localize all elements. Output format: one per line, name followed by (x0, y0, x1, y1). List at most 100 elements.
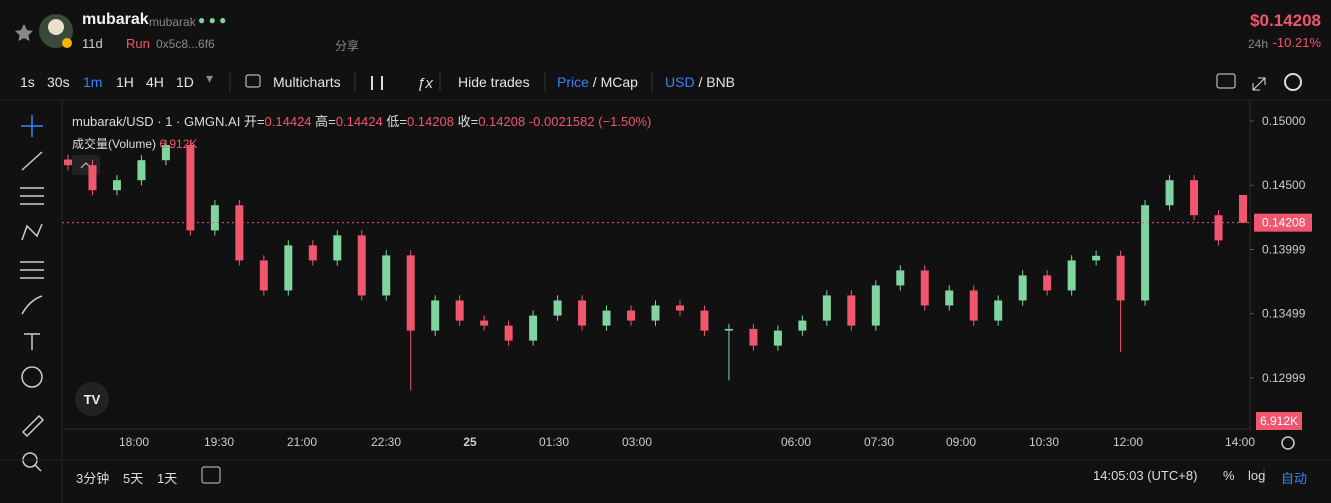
x-tick-label: 14:00 (1225, 435, 1255, 449)
x-tick-label: 18:00 (119, 435, 149, 449)
candle-body (602, 310, 611, 326)
candle-body (798, 320, 807, 331)
candle-body (749, 328, 758, 346)
multicharts[interactable]: Multicharts (273, 74, 341, 90)
candle-body (284, 245, 293, 291)
ohlc-value: 0.14208 (406, 114, 454, 129)
candle-body (994, 300, 1003, 321)
change-abs: -0.0021582 (528, 114, 595, 129)
x-tick-label: 06:00 (781, 435, 811, 449)
ohlc-value: 0.14424 (335, 114, 383, 129)
axis-settings[interactable] (1281, 436, 1295, 450)
interval[interactable]: 4H (146, 74, 164, 90)
channel-tool[interactable] (20, 187, 44, 205)
address[interactable]: 0x5c8...6f6 (156, 37, 215, 51)
candle-body (822, 295, 831, 321)
indicator-icon[interactable]: ƒx (417, 75, 433, 92)
range[interactable]: 3分钟 (76, 471, 110, 486)
date-range-icon[interactable] (201, 466, 221, 484)
interval[interactable]: 1s (20, 74, 35, 90)
pattern-tool[interactable] (21, 223, 43, 241)
candle-body (700, 310, 709, 331)
screenshot-icon[interactable] (1216, 73, 1236, 89)
candle-icon[interactable] (371, 76, 383, 90)
candle-body (847, 295, 856, 326)
ruler-tool[interactable] (21, 414, 45, 438)
text-tool[interactable] (24, 333, 40, 350)
candle-body (210, 205, 219, 231)
range[interactable]: 1天 (157, 471, 178, 486)
avatar-face (48, 19, 64, 35)
candle-body (308, 245, 317, 261)
x-tick-label: 03:00 (622, 435, 652, 449)
candle-body (333, 235, 342, 261)
x-tick-label: 01:30 (539, 435, 569, 449)
candle-body (112, 180, 121, 191)
candle-body (1239, 194, 1247, 223)
candle-body (64, 159, 72, 166)
candle-body (969, 290, 978, 321)
candle-body (431, 300, 440, 331)
badge (62, 38, 72, 48)
auto-toggle[interactable]: 自动 (1281, 471, 1308, 486)
candle-body (504, 325, 513, 341)
volume-legend: 成交量(Volume) 6.912K (72, 135, 197, 152)
token-age: 11d (82, 36, 103, 51)
multicharts-icon[interactable] (245, 74, 261, 88)
x-tick-label: 10:30 (1029, 435, 1059, 449)
y-tick-label: 0.14500 (1262, 178, 1306, 192)
interval[interactable]: 30s (47, 74, 70, 90)
interval[interactable]: 1H (116, 74, 134, 90)
percent-toggle[interactable]: % (1223, 468, 1235, 483)
currency[interactable]: USD / BNB (665, 74, 736, 90)
price-mcap[interactable]: Price / MCap (557, 74, 638, 90)
fib-tool[interactable] (20, 261, 44, 279)
candle-body (1141, 205, 1150, 301)
badges: ● ● ● (198, 13, 227, 27)
candle-body (137, 160, 146, 181)
x-tick-label: 09:00 (946, 435, 976, 449)
x-tick-label: 12:00 (1113, 435, 1143, 449)
share[interactable]: 分享 (335, 39, 360, 53)
ohlc-label: 低= (386, 114, 407, 129)
x-tick-label: 21:00 (287, 435, 317, 449)
x-tick-label: 25 (463, 435, 477, 449)
candle-body (88, 165, 97, 191)
usd-toggle[interactable]: USD (665, 74, 695, 90)
candle-body (529, 315, 538, 341)
candle-body (186, 145, 195, 231)
zoom-tool-handle[interactable] (34, 464, 42, 472)
interval[interactable]: 1m (83, 74, 103, 90)
last-price-label: 0.14208 (1262, 216, 1306, 230)
crosshair-tool[interactable] (21, 115, 43, 137)
volume-axis-label: 6.912K (1256, 412, 1303, 430)
line-tool[interactable] (21, 151, 43, 171)
ohlc-label: 开= (243, 114, 265, 129)
candle-body (1190, 180, 1199, 216)
candle-body (259, 260, 268, 291)
more-intervals[interactable]: ▾ (206, 70, 214, 86)
range[interactable]: 5天 (123, 471, 144, 486)
y-tick-label: 0.13999 (1262, 242, 1306, 256)
candle-body (1018, 275, 1027, 301)
bnb-toggle[interactable]: BNB (706, 74, 736, 90)
candle-body (235, 205, 244, 261)
change-label: 24h (1247, 37, 1268, 51)
interval[interactable]: 1D (176, 74, 194, 90)
log-toggle[interactable]: log (1248, 468, 1266, 483)
candle-body (1214, 215, 1223, 241)
price-toggle[interactable]: Price (557, 74, 589, 90)
tv-logo (75, 382, 109, 416)
candle-body (1067, 260, 1076, 291)
candle-body (1165, 180, 1174, 206)
settings-icon[interactable] (1284, 73, 1302, 91)
volume-label: 成交量(Volume) (72, 137, 157, 151)
favorite-star[interactable] (15, 24, 33, 41)
candle-body (871, 285, 880, 326)
emoji-tool[interactable] (21, 366, 43, 388)
brush-tool[interactable] (21, 295, 43, 315)
hide-trades[interactable]: Hide trades (458, 74, 530, 90)
fullscreen-icon[interactable] (1252, 77, 1266, 91)
mcap-toggle[interactable]: MCap (600, 74, 638, 90)
